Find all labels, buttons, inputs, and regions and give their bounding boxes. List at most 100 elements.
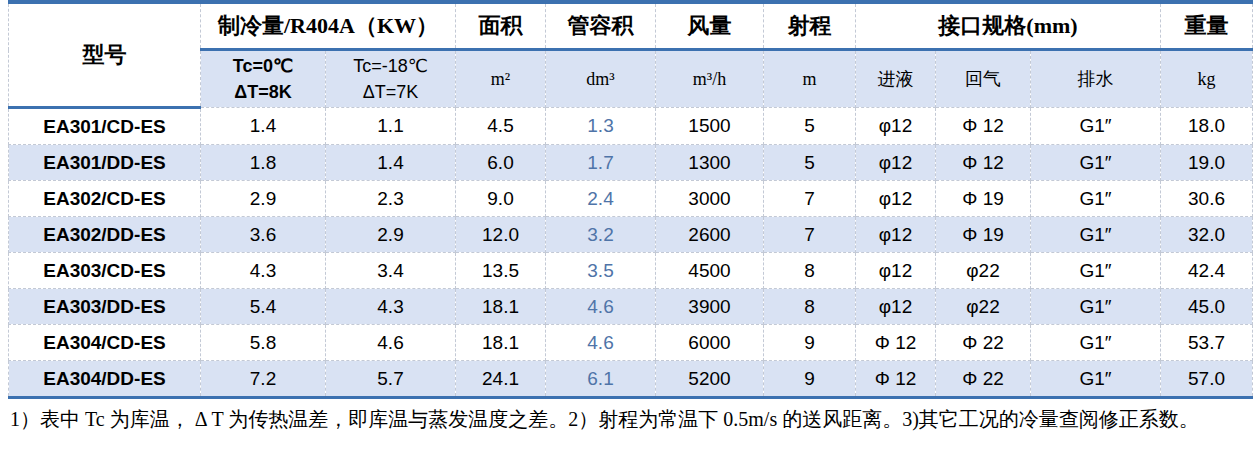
cell-area: 13.5 — [456, 253, 546, 289]
cell-area: 6.0 — [456, 145, 546, 181]
cell-air-flow: 2600 — [656, 217, 764, 253]
cell-throw: 5 — [764, 145, 856, 181]
footnote: 1）表中 Tc 为库温， Δ T 为传热温差，即库温与蒸发温度之差。2）射程为常… — [10, 404, 1252, 435]
cell-liquid-inlet: Φ 12 — [856, 361, 936, 398]
cell-gas-return: Φ 22 — [936, 361, 1031, 398]
cell-cooling-tc-minus18: 1.1 — [326, 108, 456, 145]
cell-cooling-tc0: 3.6 — [201, 217, 326, 253]
cell-weight: 32.0 — [1161, 217, 1253, 253]
table-row: EA302/DD-ES 3.6 2.9 12.0 3.2 2600 7 φ12 … — [9, 217, 1253, 253]
spec-table: 型号 制冷量/R404A（KW） 面积 管容积 风量 射程 接口规格(mm) 重… — [8, 0, 1253, 399]
cell-throw: 7 — [764, 181, 856, 217]
subheader-drain: 排水 — [1031, 50, 1161, 108]
cell-drain: G1″ — [1031, 217, 1161, 253]
cell-liquid-inlet: φ12 — [856, 217, 936, 253]
cell-drain: G1″ — [1031, 145, 1161, 181]
cell-air-flow: 3000 — [656, 181, 764, 217]
cell-gas-return: φ22 — [936, 289, 1031, 325]
cell-gas-return: φ22 — [936, 253, 1031, 289]
cell-throw: 5 — [764, 108, 856, 145]
cell-tube-volume: 2.4 — [546, 181, 656, 217]
cell-tube-volume: 1.7 — [546, 145, 656, 181]
cell-gas-return: Φ 22 — [936, 325, 1031, 361]
cell-cooling-tc0: 7.2 — [201, 361, 326, 398]
table-row: EA304/CD-ES 5.8 4.6 18.1 4.6 6000 9 Φ 12… — [9, 325, 1253, 361]
cell-model: EA302/CD-ES — [9, 181, 201, 217]
subheader-tc-minus18: Tc=-18℃ ΔT=7K — [326, 50, 456, 108]
cell-area: 18.1 — [456, 325, 546, 361]
cell-cooling-tc-minus18: 3.4 — [326, 253, 456, 289]
cell-throw: 9 — [764, 325, 856, 361]
cell-model: EA301/DD-ES — [9, 145, 201, 181]
cell-cooling-tc0: 5.8 — [201, 325, 326, 361]
cell-tube-volume: 3.5 — [546, 253, 656, 289]
cell-air-flow: 1300 — [656, 145, 764, 181]
unit-weight: kg — [1161, 50, 1253, 108]
cell-drain: G1″ — [1031, 361, 1161, 398]
cell-cooling-tc0: 1.8 — [201, 145, 326, 181]
cell-cooling-tc0: 2.9 — [201, 181, 326, 217]
cell-gas-return: Φ 12 — [936, 108, 1031, 145]
cell-drain: G1″ — [1031, 325, 1161, 361]
cell-cooling-tc-minus18: 2.3 — [326, 181, 456, 217]
cell-throw: 8 — [764, 253, 856, 289]
cell-weight: 57.0 — [1161, 361, 1253, 398]
header-model: 型号 — [9, 2, 201, 108]
table-row: EA303/CD-ES 4.3 3.4 13.5 3.5 4500 8 φ12 … — [9, 253, 1253, 289]
cell-model: EA303/CD-ES — [9, 253, 201, 289]
cell-gas-return: Φ 19 — [936, 217, 1031, 253]
cell-weight: 19.0 — [1161, 145, 1253, 181]
cell-weight: 30.6 — [1161, 181, 1253, 217]
cell-liquid-inlet: φ12 — [856, 253, 936, 289]
cell-throw: 8 — [764, 289, 856, 325]
unit-tube-volume: dm³ — [546, 50, 656, 108]
cell-liquid-inlet: φ12 — [856, 181, 936, 217]
cell-cooling-tc0: 4.3 — [201, 253, 326, 289]
cell-drain: G1″ — [1031, 289, 1161, 325]
cell-weight: 18.0 — [1161, 108, 1253, 145]
table-header: 型号 制冷量/R404A（KW） 面积 管容积 风量 射程 接口规格(mm) 重… — [9, 2, 1253, 108]
cell-weight: 53.7 — [1161, 325, 1253, 361]
cell-liquid-inlet: φ12 — [856, 145, 936, 181]
cell-tube-volume: 6.1 — [546, 361, 656, 398]
unit-throw: m — [764, 50, 856, 108]
cell-model: EA303/DD-ES — [9, 289, 201, 325]
cell-area: 9.0 — [456, 181, 546, 217]
cell-cooling-tc-minus18: 5.7 — [326, 361, 456, 398]
cell-tube-volume: 3.2 — [546, 217, 656, 253]
cell-cooling-tc-minus18: 2.9 — [326, 217, 456, 253]
unit-air-flow: m³/h — [656, 50, 764, 108]
table-row: EA303/DD-ES 5.4 4.3 18.1 4.6 3900 8 φ12 … — [9, 289, 1253, 325]
header-tube-volume: 管容积 — [546, 2, 656, 50]
cell-air-flow: 1500 — [656, 108, 764, 145]
cell-tube-volume: 1.3 — [546, 108, 656, 145]
cell-cooling-tc-minus18: 4.6 — [326, 325, 456, 361]
header-cooling-capacity: 制冷量/R404A（KW） — [201, 2, 456, 50]
table-row: EA304/DD-ES 7.2 5.7 24.1 6.1 5200 9 Φ 12… — [9, 361, 1253, 398]
cell-model: EA301/CD-ES — [9, 108, 201, 145]
table-row: EA301/CD-ES 1.4 1.1 4.5 1.3 1500 5 φ12 Φ… — [9, 108, 1253, 145]
cell-area: 18.1 — [456, 289, 546, 325]
cell-gas-return: Φ 12 — [936, 145, 1031, 181]
cell-drain: G1″ — [1031, 181, 1161, 217]
cell-cooling-tc0: 5.4 — [201, 289, 326, 325]
cell-weight: 42.4 — [1161, 253, 1253, 289]
cell-gas-return: Φ 19 — [936, 181, 1031, 217]
subheader-tc0: Tc=0℃ ΔT=8K — [201, 50, 326, 108]
cell-tube-volume: 4.6 — [546, 289, 656, 325]
cell-liquid-inlet: Φ 12 — [856, 325, 936, 361]
cell-cooling-tc-minus18: 4.3 — [326, 289, 456, 325]
cell-air-flow: 4500 — [656, 253, 764, 289]
cell-liquid-inlet: φ12 — [856, 108, 936, 145]
cell-cooling-tc0: 1.4 — [201, 108, 326, 145]
cell-area: 24.1 — [456, 361, 546, 398]
cell-air-flow: 5200 — [656, 361, 764, 398]
cell-liquid-inlet: φ12 — [856, 289, 936, 325]
cell-drain: G1″ — [1031, 253, 1161, 289]
cell-model: EA304/DD-ES — [9, 361, 201, 398]
cell-throw: 7 — [764, 217, 856, 253]
unit-area: m² — [456, 50, 546, 108]
cell-area: 12.0 — [456, 217, 546, 253]
header-air-flow: 风量 — [656, 2, 764, 50]
cell-model: EA304/CD-ES — [9, 325, 201, 361]
